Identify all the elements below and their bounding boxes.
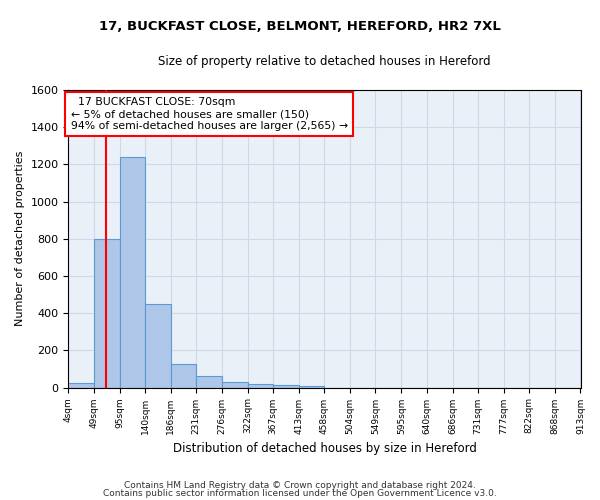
Bar [273, 385, 299, 388]
Bar [299, 386, 324, 388]
Bar [221, 382, 248, 388]
Bar [171, 364, 196, 388]
Bar [68, 383, 94, 388]
Text: 17, BUCKFAST CLOSE, BELMONT, HEREFORD, HR2 7XL: 17, BUCKFAST CLOSE, BELMONT, HEREFORD, H… [99, 20, 501, 33]
Bar [94, 239, 119, 388]
Bar [196, 376, 221, 388]
Text: 17 BUCKFAST CLOSE: 70sqm
← 5% of detached houses are smaller (150)
94% of semi-d: 17 BUCKFAST CLOSE: 70sqm ← 5% of detache… [71, 98, 348, 130]
Bar [145, 304, 171, 388]
Text: Contains HM Land Registry data © Crown copyright and database right 2024.: Contains HM Land Registry data © Crown c… [124, 481, 476, 490]
Bar [119, 157, 145, 388]
X-axis label: Distribution of detached houses by size in Hereford: Distribution of detached houses by size … [173, 442, 476, 455]
Bar [248, 384, 273, 388]
Y-axis label: Number of detached properties: Number of detached properties [15, 151, 25, 326]
Title: Size of property relative to detached houses in Hereford: Size of property relative to detached ho… [158, 55, 491, 68]
Text: Contains public sector information licensed under the Open Government Licence v3: Contains public sector information licen… [103, 488, 497, 498]
